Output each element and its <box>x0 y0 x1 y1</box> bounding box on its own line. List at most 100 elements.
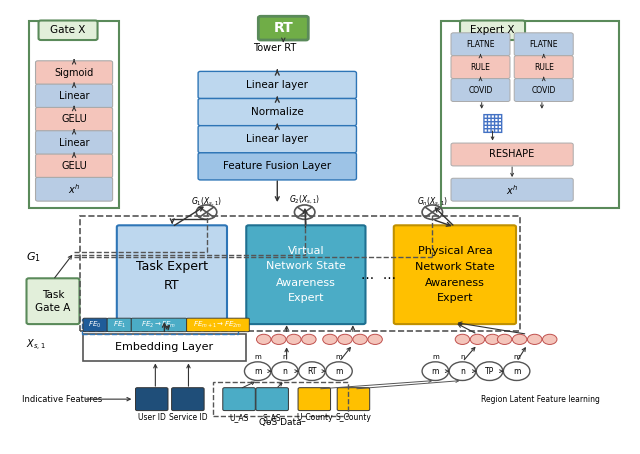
Text: $FE_1$: $FE_1$ <box>113 320 126 330</box>
Text: m: m <box>431 367 439 375</box>
Text: Service ID: Service ID <box>168 413 207 422</box>
Text: Embedding Layer: Embedding Layer <box>115 342 214 352</box>
Text: RT: RT <box>164 279 180 292</box>
Text: ...  ...: ... ... <box>360 268 396 281</box>
FancyBboxPatch shape <box>187 318 250 332</box>
Text: Gate A: Gate A <box>35 302 70 312</box>
Circle shape <box>527 334 542 345</box>
FancyBboxPatch shape <box>36 108 113 131</box>
FancyBboxPatch shape <box>172 388 204 410</box>
FancyBboxPatch shape <box>38 20 97 40</box>
Text: FLATNE: FLATNE <box>529 40 558 49</box>
Text: m: m <box>432 354 438 360</box>
Text: GELU: GELU <box>61 114 87 124</box>
Text: Physical Area: Physical Area <box>417 247 492 257</box>
Circle shape <box>422 362 449 380</box>
Text: RULE: RULE <box>534 63 554 72</box>
FancyBboxPatch shape <box>36 154 113 178</box>
Text: n: n <box>282 367 287 375</box>
Text: S_AS: S_AS <box>263 413 282 422</box>
FancyBboxPatch shape <box>451 143 573 166</box>
Text: $x^h$: $x^h$ <box>68 183 80 196</box>
Circle shape <box>504 362 530 380</box>
Text: Network State: Network State <box>266 261 346 271</box>
Circle shape <box>287 334 301 345</box>
FancyBboxPatch shape <box>451 79 510 102</box>
Text: $G_2(X_{s,1})$: $G_2(X_{s,1})$ <box>289 193 320 206</box>
Text: Linear layer: Linear layer <box>246 80 308 90</box>
Circle shape <box>485 334 500 345</box>
Text: $x^h$: $x^h$ <box>506 183 518 197</box>
Text: RT: RT <box>307 367 317 375</box>
Circle shape <box>353 334 367 345</box>
Text: Sigmoid: Sigmoid <box>54 68 93 78</box>
Text: Linear layer: Linear layer <box>246 134 308 144</box>
FancyBboxPatch shape <box>83 318 107 332</box>
FancyBboxPatch shape <box>451 33 510 56</box>
Circle shape <box>497 334 512 345</box>
Bar <box>82 319 239 334</box>
FancyBboxPatch shape <box>259 16 308 40</box>
Circle shape <box>368 334 382 345</box>
FancyBboxPatch shape <box>198 99 356 126</box>
Text: Awareness: Awareness <box>425 278 485 288</box>
FancyBboxPatch shape <box>256 388 289 410</box>
FancyBboxPatch shape <box>36 178 113 201</box>
Text: COVID: COVID <box>532 85 556 94</box>
Bar <box>83 334 246 360</box>
Text: m: m <box>513 354 520 360</box>
FancyBboxPatch shape <box>36 131 113 154</box>
FancyBboxPatch shape <box>514 56 573 79</box>
Text: $FE_0$: $FE_0$ <box>88 320 102 330</box>
Text: m: m <box>254 354 261 360</box>
Text: Task Expert: Task Expert <box>136 260 208 273</box>
FancyBboxPatch shape <box>514 79 573 102</box>
Text: Indicative Features: Indicative Features <box>22 395 102 404</box>
Circle shape <box>476 362 503 380</box>
FancyBboxPatch shape <box>394 225 516 324</box>
FancyBboxPatch shape <box>514 33 573 56</box>
FancyBboxPatch shape <box>136 388 168 410</box>
Text: Network State: Network State <box>415 262 495 272</box>
Text: RULE: RULE <box>470 63 490 72</box>
Text: m: m <box>254 367 261 375</box>
Circle shape <box>326 362 352 380</box>
Text: RT: RT <box>273 21 293 35</box>
Text: U_AS: U_AS <box>229 413 249 422</box>
Text: $G_n(X_{s,1})$: $G_n(X_{s,1})$ <box>417 195 448 207</box>
Text: Region Latent Feature learning: Region Latent Feature learning <box>481 395 600 404</box>
Text: n: n <box>460 367 465 375</box>
FancyBboxPatch shape <box>26 278 79 324</box>
FancyBboxPatch shape <box>460 20 525 40</box>
Text: Expert: Expert <box>436 293 473 303</box>
Text: QoS Data: QoS Data <box>259 419 302 427</box>
Bar <box>80 217 520 331</box>
FancyBboxPatch shape <box>117 225 227 324</box>
Text: Tower RT: Tower RT <box>253 44 296 54</box>
Circle shape <box>455 334 470 345</box>
Circle shape <box>301 334 316 345</box>
FancyBboxPatch shape <box>198 153 356 180</box>
Bar <box>442 21 619 208</box>
FancyBboxPatch shape <box>198 71 356 99</box>
Circle shape <box>257 334 271 345</box>
Text: $FE_{m+1}\rightarrow FE_{2m}$: $FE_{m+1}\rightarrow FE_{2m}$ <box>193 320 243 330</box>
Text: $G_1(X_{s,1})$: $G_1(X_{s,1})$ <box>191 195 222 207</box>
Text: $X_{s,1}$: $X_{s,1}$ <box>26 338 45 353</box>
Circle shape <box>513 334 527 345</box>
FancyBboxPatch shape <box>451 178 573 201</box>
Circle shape <box>244 362 271 380</box>
Circle shape <box>271 334 286 345</box>
FancyBboxPatch shape <box>298 388 331 410</box>
Text: U_County: U_County <box>296 413 333 422</box>
Text: $FE_2\rightarrow FE_m$: $FE_2\rightarrow FE_m$ <box>141 320 177 330</box>
Text: Feature Fusion Layer: Feature Fusion Layer <box>223 161 332 171</box>
FancyBboxPatch shape <box>36 61 113 84</box>
FancyBboxPatch shape <box>36 84 113 108</box>
Text: COVID: COVID <box>468 85 493 94</box>
FancyBboxPatch shape <box>337 388 370 410</box>
Circle shape <box>271 362 298 380</box>
FancyBboxPatch shape <box>451 56 510 79</box>
Text: n: n <box>460 354 465 360</box>
Circle shape <box>323 334 337 345</box>
